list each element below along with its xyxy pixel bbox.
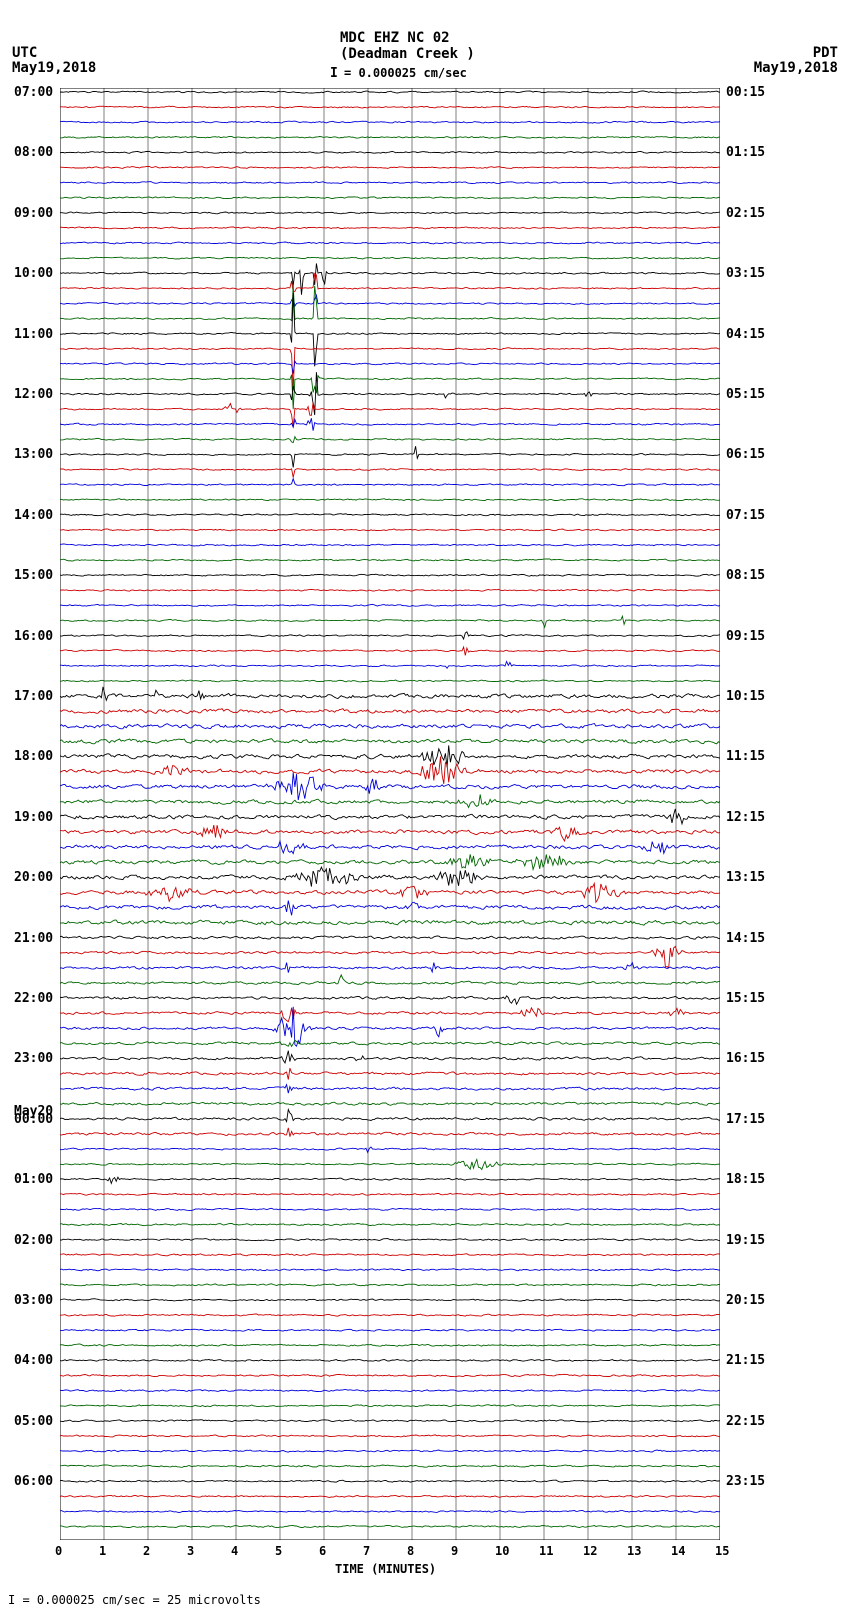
x-axis-title: TIME (MINUTES) bbox=[335, 1562, 436, 1576]
left-time-label: 14:00 bbox=[14, 508, 53, 523]
left-time-label: 12:00 bbox=[14, 387, 53, 402]
left-time-label: 08:00 bbox=[14, 145, 53, 160]
right-time-label: 11:15 bbox=[726, 749, 765, 764]
right-time-label: 05:15 bbox=[726, 387, 765, 402]
right-time-label: 22:15 bbox=[726, 1414, 765, 1429]
x-tick-label: 3 bbox=[187, 1544, 194, 1558]
left-time-label: 20:00 bbox=[14, 870, 53, 885]
left-time-label: 02:00 bbox=[14, 1233, 53, 1248]
x-tick-label: 0 bbox=[55, 1544, 62, 1558]
left-time-label: 00:00 bbox=[14, 1112, 53, 1127]
x-tick-label: 15 bbox=[715, 1544, 729, 1558]
right-time-label: 21:15 bbox=[726, 1353, 765, 1368]
right-time-label: 00:15 bbox=[726, 85, 765, 100]
x-tick-label: 9 bbox=[451, 1544, 458, 1558]
x-tick-label: 5 bbox=[275, 1544, 282, 1558]
station-location: (Deadman Creek ) bbox=[340, 46, 475, 62]
left-time-label: 05:00 bbox=[14, 1414, 53, 1429]
footer-scale: I = 0.000025 cm/sec = 25 microvolts bbox=[8, 1593, 261, 1607]
left-time-label: 11:00 bbox=[14, 327, 53, 342]
right-time-label: 13:15 bbox=[726, 870, 765, 885]
left-time-label: 22:00 bbox=[14, 991, 53, 1006]
right-time-label: 04:15 bbox=[726, 327, 765, 342]
x-tick-label: 2 bbox=[143, 1544, 150, 1558]
right-time-label: 03:15 bbox=[726, 266, 765, 281]
left-time-label: 18:00 bbox=[14, 749, 53, 764]
x-tick-label: 11 bbox=[539, 1544, 553, 1558]
seismogram-plot bbox=[60, 88, 720, 1540]
right-time-label: 20:15 bbox=[726, 1293, 765, 1308]
right-time-label: 07:15 bbox=[726, 508, 765, 523]
x-tick-label: 14 bbox=[671, 1544, 685, 1558]
utc-date: May19,2018 bbox=[12, 60, 96, 76]
left-time-label: 16:00 bbox=[14, 629, 53, 644]
left-time-label: 15:00 bbox=[14, 568, 53, 583]
right-time-label: 06:15 bbox=[726, 447, 765, 462]
right-time-label: 01:15 bbox=[726, 145, 765, 160]
left-time-label: 01:00 bbox=[14, 1172, 53, 1187]
left-time-label: 13:00 bbox=[14, 447, 53, 462]
right-time-label: 15:15 bbox=[726, 991, 765, 1006]
left-time-label: 04:00 bbox=[14, 1353, 53, 1368]
scale-marker: I bbox=[330, 66, 338, 81]
right-time-label: 08:15 bbox=[726, 568, 765, 583]
x-tick-label: 13 bbox=[627, 1544, 641, 1558]
right-time-label: 09:15 bbox=[726, 629, 765, 644]
left-time-label: 03:00 bbox=[14, 1293, 53, 1308]
right-time-label: 23:15 bbox=[726, 1474, 765, 1489]
left-time-label: 21:00 bbox=[14, 931, 53, 946]
x-tick-label: 8 bbox=[407, 1544, 414, 1558]
right-time-label: 17:15 bbox=[726, 1112, 765, 1127]
right-time-label: 16:15 bbox=[726, 1051, 765, 1066]
left-time-label: 17:00 bbox=[14, 689, 53, 704]
left-time-label: 10:00 bbox=[14, 266, 53, 281]
left-time-label: 06:00 bbox=[14, 1474, 53, 1489]
left-time-label: 07:00 bbox=[14, 85, 53, 100]
pdt-label: PDT bbox=[813, 45, 838, 61]
right-time-label: 10:15 bbox=[726, 689, 765, 704]
left-time-label: 09:00 bbox=[14, 206, 53, 221]
left-time-label: 19:00 bbox=[14, 810, 53, 825]
x-tick-label: 6 bbox=[319, 1544, 326, 1558]
right-time-label: 02:15 bbox=[726, 206, 765, 221]
right-time-label: 14:15 bbox=[726, 931, 765, 946]
x-tick-label: 10 bbox=[495, 1544, 509, 1558]
pdt-date: May19,2018 bbox=[754, 60, 838, 76]
right-time-label: 18:15 bbox=[726, 1172, 765, 1187]
x-tick-label: 7 bbox=[363, 1544, 370, 1558]
x-tick-label: 1 bbox=[99, 1544, 106, 1558]
left-time-label: 23:00 bbox=[14, 1051, 53, 1066]
right-time-label: 12:15 bbox=[726, 810, 765, 825]
scale-value: = 0.000025 cm/sec bbox=[344, 66, 467, 80]
station-code: MDC EHZ NC 02 bbox=[340, 30, 450, 46]
utc-label: UTC bbox=[12, 45, 37, 61]
x-tick-label: 12 bbox=[583, 1544, 597, 1558]
x-tick-label: 4 bbox=[231, 1544, 238, 1558]
right-time-label: 19:15 bbox=[726, 1233, 765, 1248]
